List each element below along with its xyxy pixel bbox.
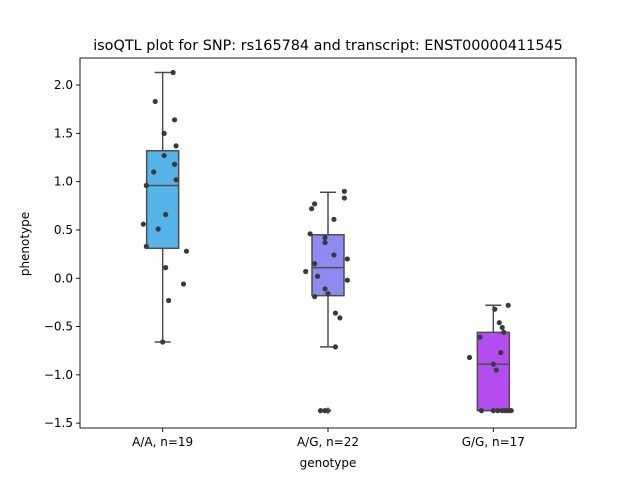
data-point bbox=[332, 310, 339, 316]
data-point bbox=[171, 161, 178, 167]
data-point bbox=[508, 408, 514, 414]
data-point bbox=[307, 231, 313, 237]
data-point bbox=[322, 235, 328, 241]
data-point bbox=[173, 143, 179, 149]
data-point bbox=[312, 294, 318, 300]
data-point bbox=[151, 169, 157, 175]
data-point bbox=[309, 206, 315, 212]
data-point bbox=[312, 261, 318, 267]
data-point bbox=[180, 281, 187, 287]
y-tick-label: −0.5 bbox=[44, 320, 73, 334]
data-point bbox=[490, 361, 496, 367]
data-point bbox=[163, 265, 169, 271]
data-point bbox=[143, 243, 149, 249]
y-axis-label: phenotype bbox=[18, 212, 32, 276]
data-point bbox=[161, 130, 167, 136]
data-point bbox=[341, 195, 347, 201]
box bbox=[311, 234, 345, 297]
data-point bbox=[337, 315, 343, 321]
y-tick-label: 0.0 bbox=[54, 271, 73, 285]
data-point bbox=[143, 182, 149, 189]
data-point bbox=[170, 69, 176, 76]
data-point bbox=[505, 302, 511, 308]
data-point bbox=[171, 117, 178, 123]
data-point bbox=[183, 248, 190, 254]
data-point bbox=[161, 152, 167, 159]
data-point bbox=[312, 201, 318, 207]
y-tick-label: −1.0 bbox=[44, 368, 73, 382]
x-axis-label: genotype bbox=[300, 456, 357, 470]
box bbox=[476, 331, 511, 412]
plot-area bbox=[140, 69, 514, 415]
axes: −1.5 −1.0 −0.5 0.0 0.5 1.0 1.5 2.0 A/A, n=19 A/G,… bbox=[44, 57, 577, 449]
x-tick-label: A/G, n=22 bbox=[297, 435, 359, 449]
data-point bbox=[140, 221, 146, 227]
box bbox=[145, 149, 180, 250]
data-point bbox=[496, 320, 502, 326]
y-tick-label: 1.5 bbox=[54, 126, 73, 140]
data-point bbox=[322, 239, 328, 246]
data-point bbox=[331, 216, 337, 222]
chart-title: isoQTL plot for SNP: rs165784 and transc… bbox=[93, 38, 563, 54]
data-point bbox=[490, 408, 496, 414]
data-point bbox=[163, 211, 169, 218]
data-point bbox=[332, 344, 339, 350]
data-point bbox=[314, 273, 321, 279]
data-point bbox=[160, 339, 166, 345]
data-point bbox=[341, 188, 347, 194]
data-point bbox=[155, 226, 161, 232]
data-point bbox=[501, 329, 507, 335]
data-point bbox=[493, 367, 499, 373]
x-tick-label: G/G, n=17 bbox=[462, 435, 525, 449]
data-point bbox=[322, 408, 328, 414]
data-point bbox=[317, 408, 324, 414]
data-point bbox=[466, 354, 473, 361]
y-tick-label: 1.0 bbox=[54, 175, 73, 189]
data-point bbox=[498, 350, 504, 356]
data-point bbox=[152, 98, 158, 105]
data-point bbox=[166, 297, 172, 304]
data-point bbox=[344, 277, 350, 283]
data-point bbox=[495, 408, 501, 414]
data-point bbox=[478, 408, 485, 414]
data-point bbox=[173, 177, 179, 183]
data-point bbox=[499, 324, 505, 331]
data-point bbox=[477, 334, 483, 340]
data-point bbox=[492, 306, 498, 312]
y-tick-label: 0.5 bbox=[54, 223, 73, 237]
y-tick-label: −1.5 bbox=[44, 416, 73, 430]
data-point bbox=[325, 291, 331, 297]
data-point bbox=[331, 252, 337, 258]
data-point bbox=[322, 286, 328, 292]
x-tick-label: A/A, n=19 bbox=[132, 435, 193, 449]
y-tick-label: 2.0 bbox=[54, 78, 73, 92]
data-point bbox=[344, 256, 350, 262]
data-point bbox=[303, 268, 309, 275]
